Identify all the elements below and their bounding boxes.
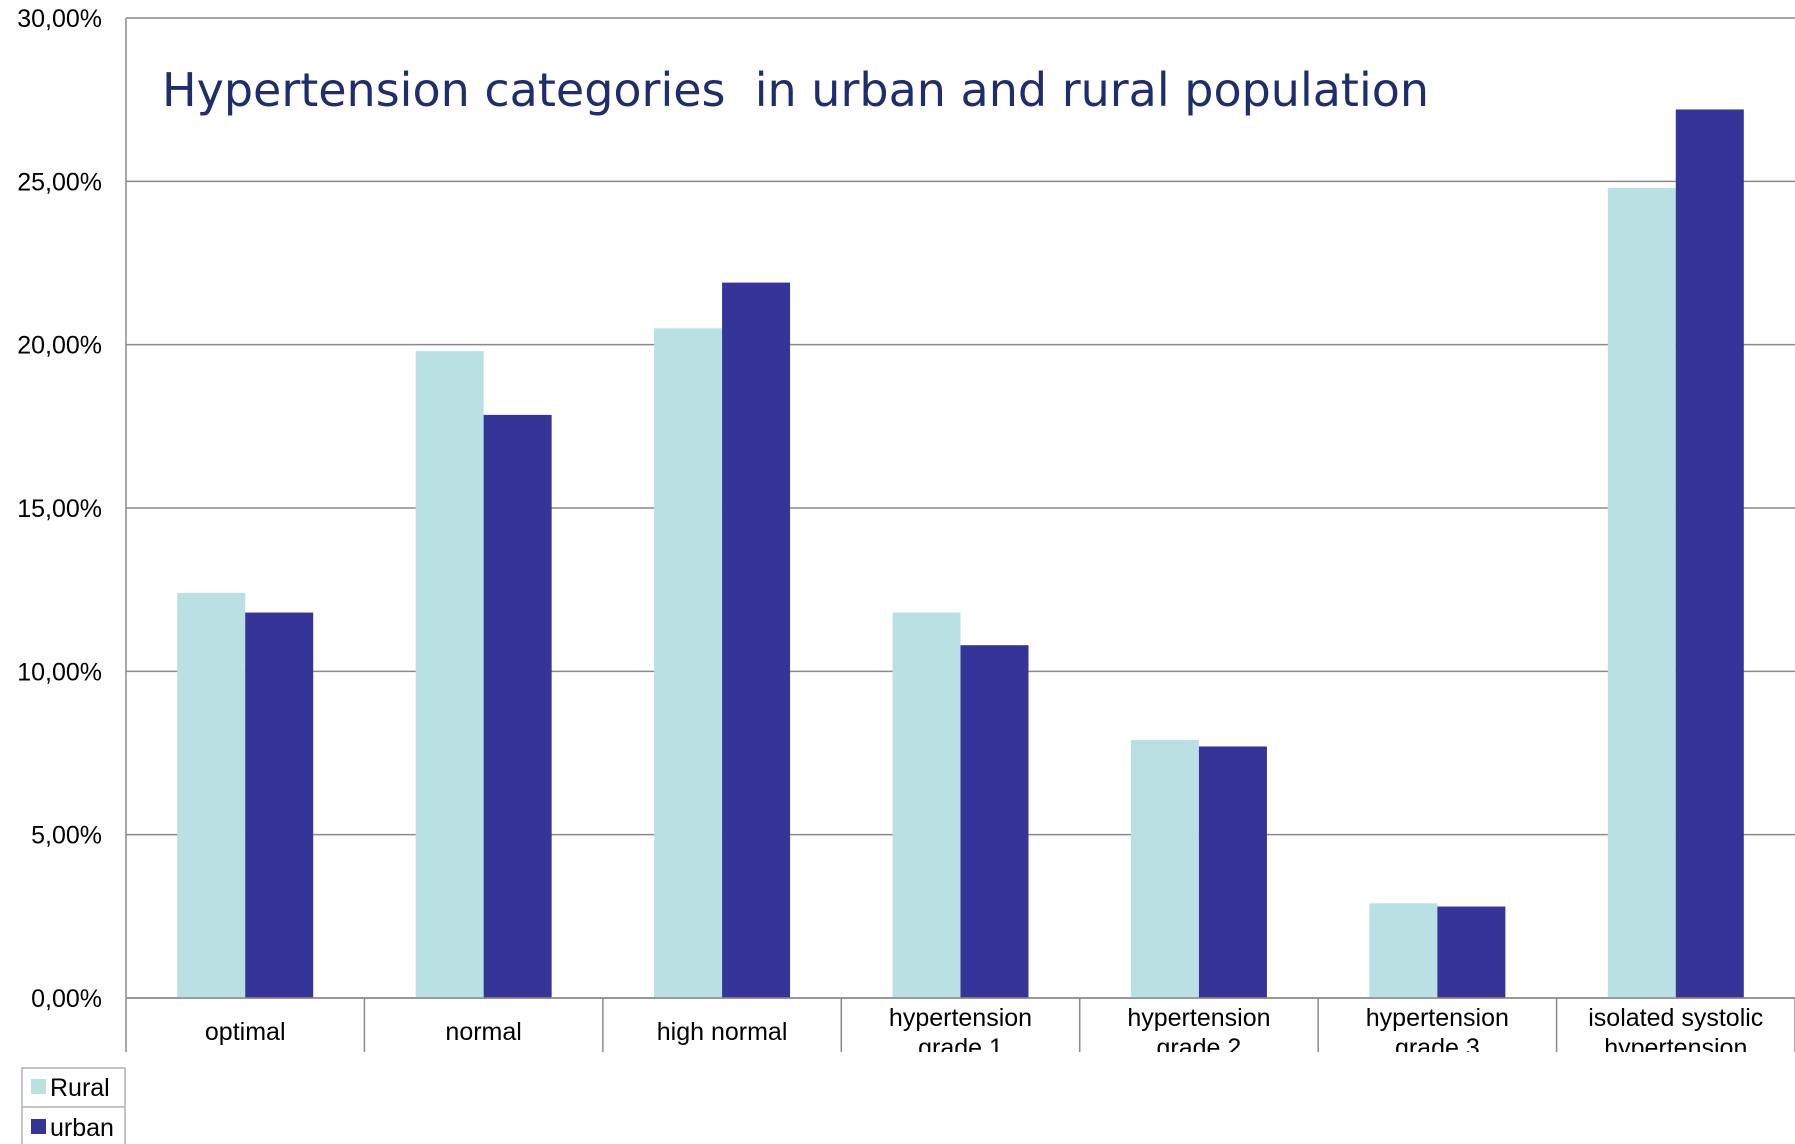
label-clip-mask	[0, 1052, 1795, 1144]
y-tick-labels: 0,00% 5,00% 10,00% 15,00% 20,00% 25,00% 30,00%	[17, 5, 102, 1013]
bar-urban-1	[245, 612, 314, 998]
chart-title: Hypertension categories in urban and rur…	[162, 63, 1429, 117]
legend-label-urban: urban	[50, 1114, 114, 1142]
y-tick-label: 25,00%	[17, 168, 102, 196]
bar-rural-2	[415, 351, 484, 998]
bar-urban-7	[1675, 109, 1744, 998]
bars	[177, 109, 1744, 999]
bar-rural-3	[654, 328, 723, 998]
y-tick-label: 30,00%	[17, 5, 102, 33]
bar-rural-6	[1369, 903, 1438, 998]
bar-urban-2	[483, 414, 552, 998]
bar-urban-3	[722, 282, 791, 999]
x-category-label: hypertension	[889, 1004, 1032, 1032]
legend-label-rural: Rural	[50, 1074, 110, 1102]
bar-urban-6	[1437, 906, 1506, 998]
x-category-label: optimal	[205, 1018, 286, 1046]
bar-rural-7	[1607, 187, 1676, 998]
x-category-label: hypertension	[1366, 1004, 1509, 1032]
y-tick-label: 10,00%	[17, 658, 102, 686]
bar-rural-4	[892, 612, 961, 998]
legend: Rural urban	[21, 1067, 126, 1144]
x-category-label: hypertension	[1127, 1004, 1270, 1032]
y-tick-label: 0,00%	[31, 985, 102, 1013]
bar-rural-5	[1130, 739, 1199, 998]
x-category-label: isolated systolic	[1588, 1004, 1763, 1032]
y-tick-label: 5,00%	[31, 822, 102, 850]
x-category-label: normal	[445, 1018, 521, 1046]
bar-rural-1	[177, 592, 246, 998]
bar-urban-5	[1198, 746, 1267, 998]
x-category-label: high normal	[657, 1018, 788, 1046]
axes	[125, 18, 1795, 1052]
legend-swatch-rural	[31, 1079, 46, 1094]
x-category-labels: optimal normal high normal hypertensiongrad…	[0, 1004, 1795, 1144]
y-tick-label: 20,00%	[17, 332, 102, 360]
bar-urban-4	[960, 645, 1029, 998]
legend-swatch-urban	[31, 1119, 46, 1134]
y-tick-label: 15,00%	[17, 495, 102, 523]
